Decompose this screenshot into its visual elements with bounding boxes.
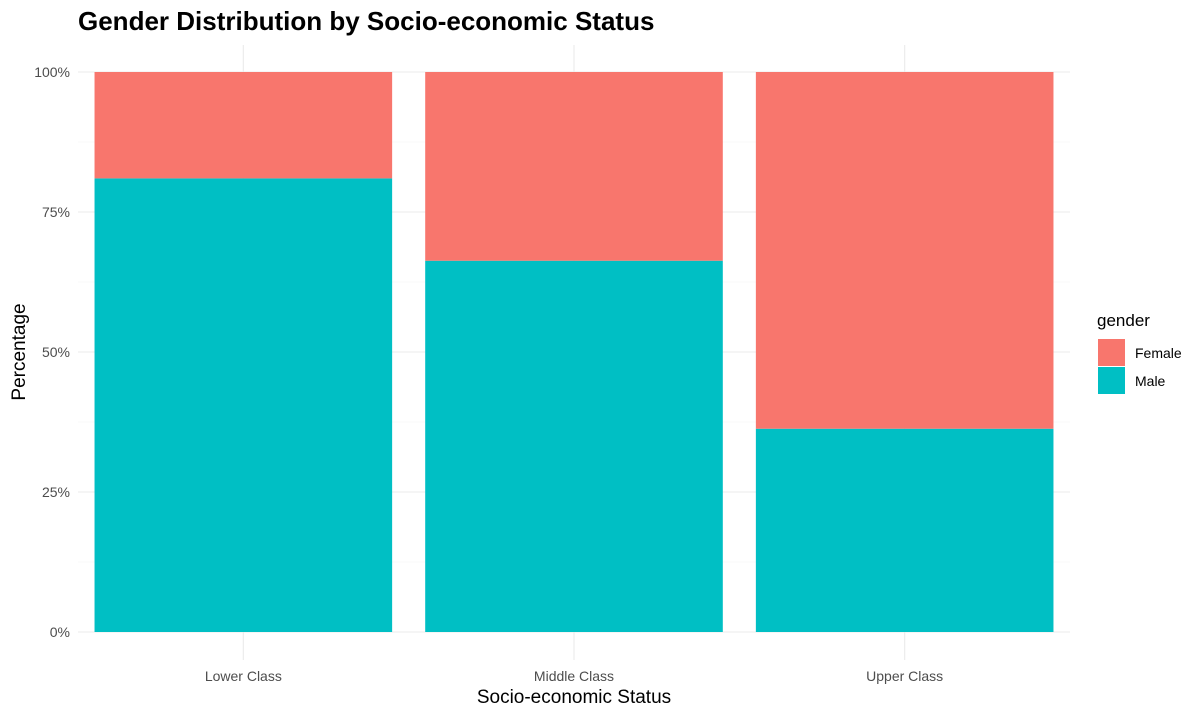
y-tick-label: 75% xyxy=(42,204,70,220)
y-axis-title: Percentage xyxy=(9,303,30,400)
y-tick-label: 100% xyxy=(34,64,70,80)
legend-key-female xyxy=(1098,339,1125,366)
x-tick-label: Lower Class xyxy=(205,668,282,684)
bar-male-lower-class xyxy=(94,178,393,632)
bar-male-middle-class xyxy=(425,260,723,632)
y-axis: 0% 25% 50% 75% 100% xyxy=(34,64,70,640)
y-tick-label: 0% xyxy=(50,624,70,640)
y-tick-label: 25% xyxy=(42,484,70,500)
legend: gender Female Male xyxy=(1097,311,1182,394)
bar-female-middle-class xyxy=(425,72,723,261)
legend-label-male: Male xyxy=(1135,373,1166,389)
bar-male-upper-class xyxy=(755,428,1054,632)
x-tick-label: Middle Class xyxy=(534,668,614,684)
x-axis-title: Socio-economic Status xyxy=(477,687,671,708)
bar-female-lower-class xyxy=(94,72,393,179)
x-tick-label: Upper Class xyxy=(866,668,943,684)
chart-title: Gender Distribution by Socio-economic St… xyxy=(78,6,654,36)
bars xyxy=(94,72,1054,632)
legend-label-female: Female xyxy=(1135,345,1182,361)
legend-title: gender xyxy=(1097,311,1150,330)
x-axis: Lower Class Middle Class Upper Class xyxy=(205,668,943,684)
bar-female-upper-class xyxy=(755,72,1054,429)
y-tick-label: 50% xyxy=(42,344,70,360)
legend-key-male xyxy=(1098,367,1125,394)
